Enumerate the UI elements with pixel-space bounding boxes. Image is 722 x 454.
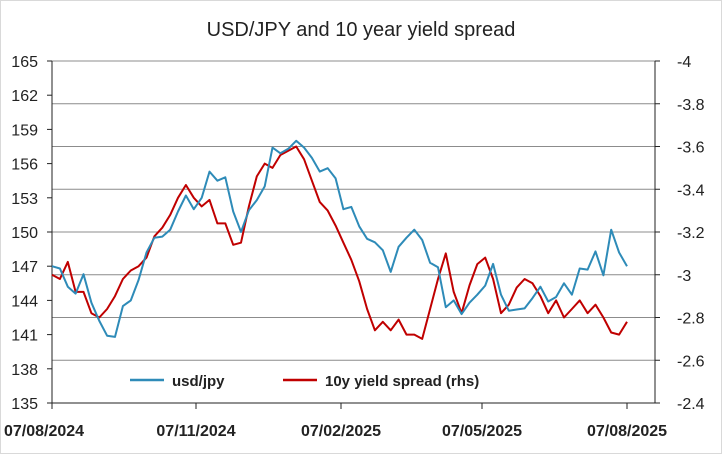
y-left-tick-label: 138 — [11, 362, 38, 379]
y-right-tick-label: -3.4 — [677, 182, 705, 199]
y-left-tick-label: 141 — [11, 328, 38, 345]
y-left-tick-label: 165 — [11, 54, 38, 71]
x-tick-label: 07/11/2024 — [156, 423, 235, 440]
x-tick-label: 07/02/2025 — [301, 423, 381, 440]
grid-lines — [52, 60, 655, 404]
y-right-tick-label: -2.4 — [677, 396, 705, 413]
y-left-tick-label: 147 — [11, 259, 38, 276]
y-left-tick-label: 135 — [11, 396, 38, 413]
x-tick-label: 07/08/2024 — [4, 423, 84, 440]
y-left-tick-label: 156 — [11, 157, 38, 174]
y-axis-right-labels: -4 -3.8 -3.6 -3.4 -3.2 -3 -2.8 -2.6 -2.4 — [655, 54, 705, 413]
series-line-usd-jpy — [51, 139, 628, 338]
y-right-tick-label: -2.6 — [677, 353, 705, 370]
series-line-10y-yield-spread-rhs — [51, 145, 628, 340]
x-axis-labels: 07/08/2024 07/11/2024 07/02/2025 07/05/2025… — [4, 403, 667, 440]
y-right-tick-label: -4 — [677, 54, 691, 71]
legend-label: usd/jpy — [172, 373, 225, 390]
y-right-tick-label: -3.6 — [677, 140, 705, 157]
chart-title: USD/JPY and 10 year yield spread — [206, 19, 516, 41]
y-left-tick-label: 162 — [11, 88, 38, 105]
series-lines — [51, 139, 628, 340]
y-left-tick-label: 150 — [11, 225, 38, 242]
x-tick-label: 07/05/2025 — [442, 423, 522, 440]
y-axis-left-labels: 165 162 159 156 153 150 147 144 141 138 135 — [11, 54, 52, 413]
legend: usd/jpy 10y yield spread (rhs) — [130, 373, 479, 390]
legend-label: 10y yield spread (rhs) — [325, 373, 479, 390]
y-right-tick-label: -2.8 — [677, 311, 705, 328]
x-tick-label: 07/08/2025 — [587, 423, 667, 440]
y-right-tick-label: -3.8 — [677, 97, 705, 114]
y-left-tick-label: 144 — [11, 293, 38, 310]
y-right-tick-label: -3.2 — [677, 225, 705, 242]
y-right-tick-label: -3 — [677, 268, 691, 285]
y-left-tick-label: 159 — [11, 122, 38, 139]
y-left-tick-label: 153 — [11, 191, 38, 208]
